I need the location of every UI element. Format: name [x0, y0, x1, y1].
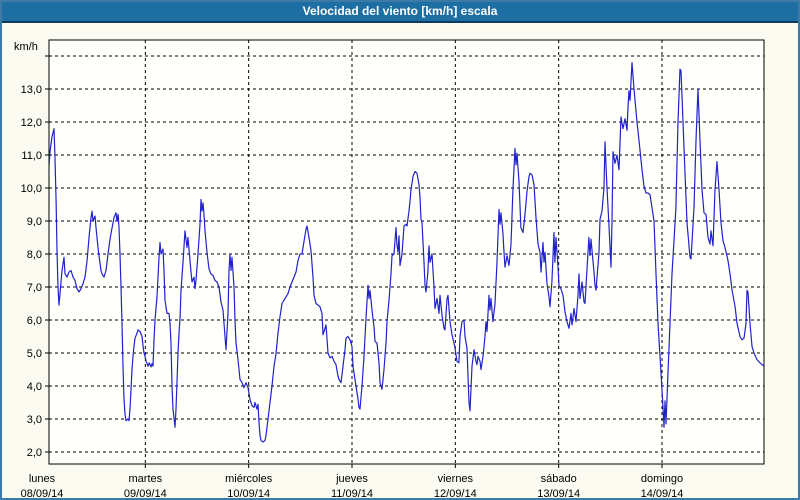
- window-title: Velocidad del viento [km/h] escala: [302, 4, 498, 18]
- day-date-label: 13/09/14: [537, 488, 580, 500]
- svg-text:3,0: 3,0: [27, 414, 42, 426]
- svg-text:9,0: 9,0: [27, 216, 42, 228]
- day-name-label: domingo: [641, 473, 683, 485]
- day-date-label: 12/09/14: [434, 488, 477, 500]
- day-date-label: 08/09/14: [21, 488, 64, 500]
- plot-area: [49, 40, 764, 464]
- day-name-label: sábado: [541, 473, 577, 485]
- svg-text:7,0: 7,0: [27, 282, 42, 294]
- y-axis-labels: 2,0 3,0 4,0 5,0 6,0 7,0 8,0 9,0 10,0 11,0 12,0 13,0: [21, 84, 42, 459]
- wind-speed-line: [49, 62, 764, 443]
- day-date-label: 10/09/14: [227, 488, 270, 500]
- day-date-label: 11/09/14: [331, 488, 373, 500]
- svg-text:4,0: 4,0: [27, 381, 42, 393]
- svg-text:12,0: 12,0: [21, 117, 42, 129]
- y-axis-unit-label: km/h: [14, 41, 38, 53]
- day-name-label: martes: [129, 473, 163, 485]
- svg-text:8,0: 8,0: [27, 249, 42, 261]
- day-name-label: miércoles: [225, 473, 273, 485]
- x-axis-labels: lunes 08/09/14 martes 09/09/14 miércoles 10/0…: [21, 473, 684, 500]
- day-date-label: 14/09/14: [641, 488, 684, 500]
- x-gridlines: [144, 40, 663, 468]
- window-titlebar: Velocidad del viento [km/h] escala: [2, 2, 798, 23]
- day-date-label: 09/09/14: [124, 488, 167, 500]
- day-name-label: jueves: [335, 473, 368, 485]
- svg-text:6,0: 6,0: [27, 315, 42, 327]
- day-name-label: lunes: [29, 473, 56, 485]
- svg-text:11,0: 11,0: [21, 150, 42, 162]
- day-name-label: viernes: [438, 473, 474, 485]
- svg-text:10,0: 10,0: [21, 183, 42, 195]
- svg-text:5,0: 5,0: [27, 348, 42, 360]
- svg-text:2,0: 2,0: [27, 447, 42, 459]
- svg-text:13,0: 13,0: [21, 84, 42, 96]
- plot-border: [48, 39, 765, 465]
